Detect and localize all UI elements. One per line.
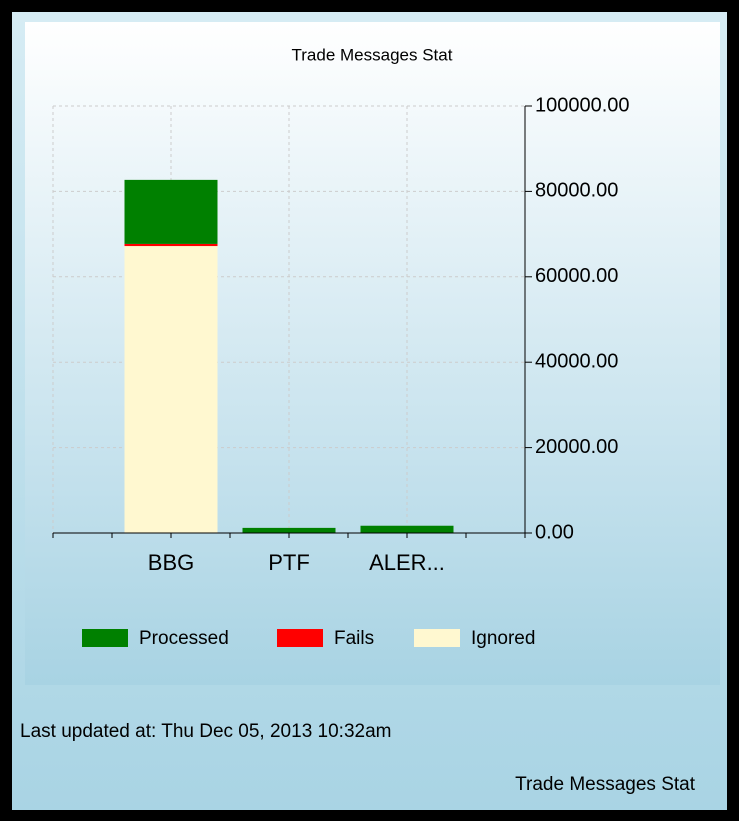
caption: Trade Messages Stat xyxy=(515,774,696,795)
bar-segment xyxy=(124,243,218,247)
y-tick-label: 80000.00 xyxy=(535,180,618,202)
y-tick-label: 40000.00 xyxy=(535,350,618,372)
bar-segment xyxy=(242,527,336,533)
y-tick-label: 20000.00 xyxy=(535,436,618,458)
legend-swatch xyxy=(414,629,460,647)
y-tick-label: 100000.00 xyxy=(535,94,630,116)
bar-segment xyxy=(360,525,454,533)
x-tick-label: ALER... xyxy=(369,550,445,575)
x-tick-label: PTF xyxy=(268,550,310,575)
legend-swatch xyxy=(277,629,323,647)
legend-label: Fails xyxy=(334,628,374,649)
legend-swatch xyxy=(82,629,128,647)
bar-segment xyxy=(124,246,218,533)
status-text: Last updated at: Thu Dec 05, 2013 10:32a… xyxy=(20,721,391,742)
x-tick-label: BBG xyxy=(148,550,194,575)
y-tick-label: 60000.00 xyxy=(535,265,618,287)
chart-title: Trade Messages Stat xyxy=(292,45,453,64)
bar-segment xyxy=(124,179,218,244)
legend-label: Ignored xyxy=(471,628,535,649)
legend-label: Processed xyxy=(139,628,229,649)
y-tick-label: 0.00 xyxy=(535,521,574,543)
